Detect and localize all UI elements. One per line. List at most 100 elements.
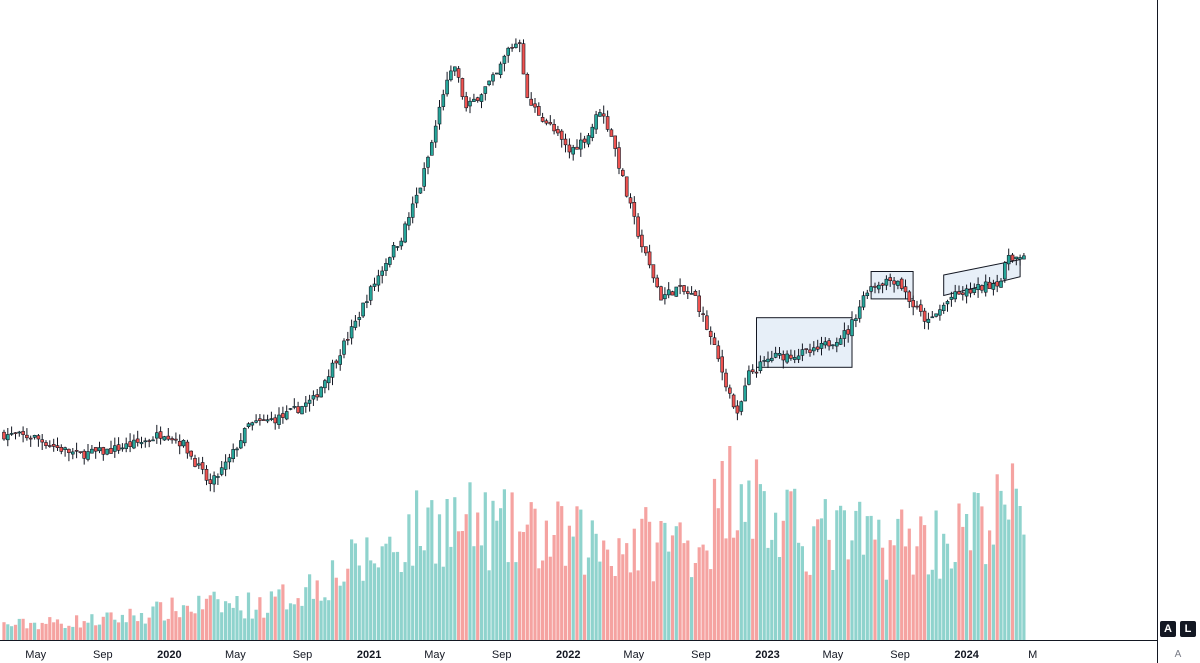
volume-bar — [384, 543, 388, 640]
candle-body — [934, 313, 938, 317]
candle-body — [86, 451, 90, 460]
candle-body — [869, 286, 873, 292]
candle — [464, 91, 469, 112]
candle — [754, 364, 759, 378]
candle-body — [105, 448, 109, 455]
volume-bar — [418, 546, 422, 640]
volume-bar — [525, 524, 529, 640]
candle-body — [158, 431, 163, 439]
candle — [494, 72, 499, 75]
candle — [74, 442, 79, 459]
candle-body — [758, 361, 763, 371]
candle-body — [162, 436, 167, 441]
volume-bar — [59, 623, 63, 640]
candle-body — [636, 216, 640, 237]
candle-body — [208, 479, 213, 485]
volume-bar — [919, 516, 923, 640]
candle — [303, 396, 308, 413]
x-tick-label: Sep — [691, 649, 711, 661]
scale-mode-button[interactable]: A — [1170, 646, 1186, 662]
volume-bar — [567, 525, 571, 640]
candle — [743, 377, 747, 402]
volume-bar — [346, 568, 350, 640]
volume-bar — [793, 488, 797, 640]
candle — [422, 162, 427, 191]
candle — [869, 285, 873, 294]
pattern-drawings[interactable] — [756, 258, 1021, 368]
candle-body — [219, 467, 224, 475]
candle-body — [90, 448, 94, 454]
candle — [315, 389, 320, 401]
x-tick-label: 2024 — [954, 649, 979, 661]
candle-body — [468, 100, 472, 107]
candle — [811, 341, 816, 356]
candle — [854, 314, 858, 328]
volume-bar — [514, 562, 518, 640]
volume-bar — [235, 596, 239, 640]
candle-body — [514, 43, 518, 48]
volume-bar — [52, 622, 56, 640]
volume-bar — [483, 492, 487, 640]
volume-bar — [426, 507, 430, 640]
candle-body — [808, 349, 812, 353]
candle-body — [991, 283, 996, 290]
volume-bar — [495, 520, 499, 640]
volume-bar — [464, 514, 468, 640]
volume-bar — [181, 605, 186, 640]
candle-body — [1014, 256, 1019, 260]
volume-bar — [40, 622, 44, 640]
candle — [620, 168, 625, 177]
volume-bar — [285, 609, 289, 640]
candle — [40, 434, 45, 450]
candle — [491, 72, 495, 86]
auto-scale-button[interactable]: A — [1160, 621, 1176, 637]
volume-bar — [984, 564, 988, 640]
volume-bar — [201, 609, 205, 640]
volume-bar — [697, 547, 701, 640]
candle — [269, 411, 274, 422]
candle-body — [239, 440, 243, 449]
volume-bar — [395, 551, 400, 640]
candle — [834, 337, 839, 353]
volume-bar — [686, 540, 690, 640]
candle-body — [964, 288, 969, 297]
candle-body — [651, 264, 656, 279]
candle-body — [2, 431, 6, 440]
candle-body — [235, 448, 239, 451]
candle — [804, 348, 809, 354]
candle — [609, 128, 614, 137]
volume-bar — [846, 559, 850, 640]
candle — [139, 436, 144, 449]
candle — [246, 422, 251, 429]
volume-bar — [185, 605, 189, 640]
x-tick-label: 2021 — [357, 649, 381, 661]
candle — [143, 437, 148, 448]
volume-bar — [319, 600, 323, 640]
candle-body — [1018, 257, 1022, 260]
candle — [949, 291, 954, 307]
volume-bar — [372, 563, 377, 640]
volume-bar — [758, 484, 762, 640]
candle — [628, 193, 633, 209]
candle — [636, 213, 640, 239]
candle-body — [342, 340, 346, 355]
volume-bar — [94, 625, 98, 640]
candle-body — [876, 284, 881, 290]
candle-body — [338, 355, 343, 365]
volume-bar — [835, 510, 839, 640]
volume-bar — [411, 565, 415, 640]
candle-body — [617, 147, 621, 169]
volume-bar — [1022, 534, 1026, 640]
candle — [643, 246, 648, 256]
log-scale-button[interactable]: L — [1180, 621, 1196, 637]
candle — [514, 38, 518, 49]
candle-body — [907, 291, 912, 302]
x-tick-label: 2023 — [755, 649, 779, 661]
volume-bar — [262, 617, 266, 640]
candle — [113, 437, 117, 458]
candle-body — [204, 468, 209, 481]
candle-body — [953, 291, 958, 300]
volume-bar — [380, 546, 384, 640]
candle-body — [666, 289, 671, 296]
